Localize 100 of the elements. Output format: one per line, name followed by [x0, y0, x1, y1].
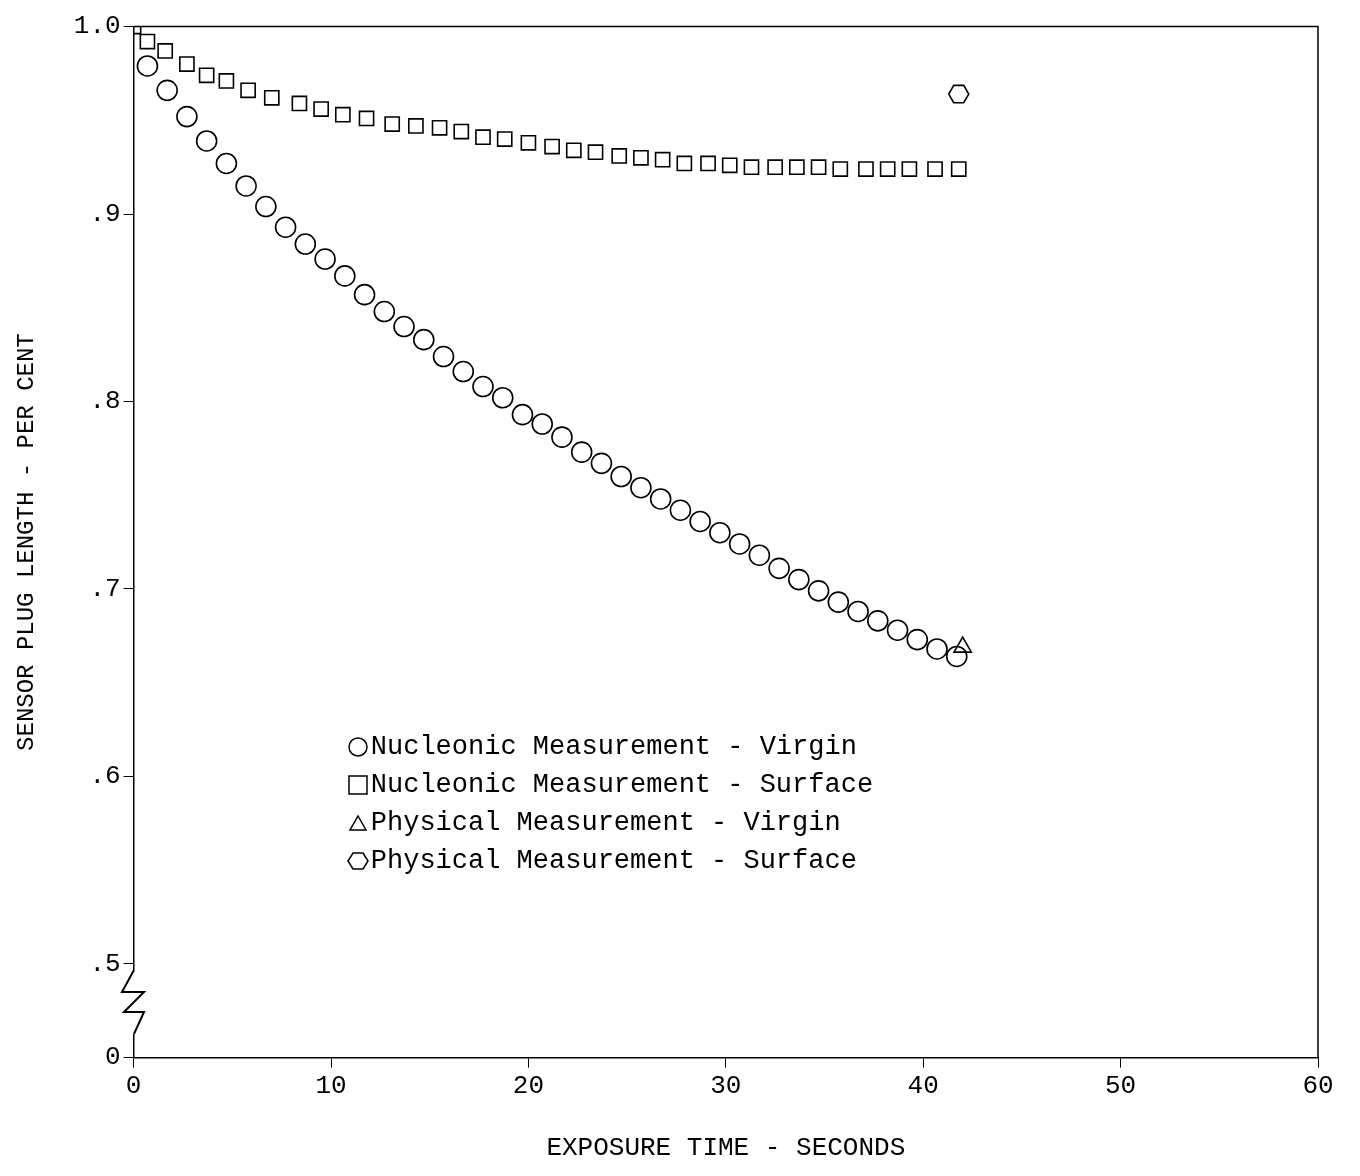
point	[832, 161, 849, 177]
point	[263, 89, 280, 106]
y-tick-label: .7	[89, 573, 121, 604]
point	[291, 95, 308, 112]
point	[590, 452, 613, 475]
point	[408, 118, 424, 134]
point	[728, 533, 751, 555]
point	[950, 161, 967, 177]
y-tick-label: .6	[89, 761, 121, 792]
point	[669, 499, 692, 522]
point	[927, 161, 943, 177]
x-tick-label: 40	[907, 1071, 939, 1102]
point	[721, 157, 738, 174]
x-axis-title: EXPOSURE TIME - SECONDS	[546, 1133, 906, 1164]
point	[947, 84, 970, 104]
y-tick-label: 0	[105, 1042, 121, 1073]
point	[235, 175, 257, 197]
point	[218, 73, 235, 89]
x-tick-label: 30	[710, 1071, 742, 1102]
point	[709, 521, 731, 544]
point	[179, 56, 195, 72]
legend-label: Physical Measurement - Virgin	[370, 807, 841, 838]
x-tick-label: 10	[315, 1071, 347, 1102]
point	[511, 403, 534, 426]
point	[649, 488, 672, 510]
point	[551, 426, 573, 448]
point	[531, 413, 554, 435]
legend-label: Physical Measurement - Surface	[370, 845, 857, 876]
point	[452, 360, 475, 383]
point	[255, 195, 277, 218]
point	[610, 465, 632, 488]
y-tick-label: 1.0	[73, 11, 121, 42]
point	[157, 43, 174, 59]
point	[491, 386, 514, 409]
point	[496, 131, 513, 147]
point	[789, 159, 805, 176]
point	[313, 101, 330, 117]
y-tick-label: .9	[89, 198, 121, 229]
point	[565, 142, 582, 159]
point	[807, 580, 830, 602]
point	[384, 116, 401, 132]
point	[353, 283, 376, 306]
point	[743, 159, 760, 176]
point	[867, 610, 889, 632]
point	[198, 67, 215, 84]
y-axis-title: SENSOR PLUG LENGTH - PER CENT	[12, 333, 40, 751]
x-tick-label: 20	[512, 1071, 545, 1102]
point	[139, 33, 156, 50]
legend-label: Nucleonic Measurement - Surface	[370, 769, 874, 800]
point	[945, 645, 968, 668]
point	[906, 628, 929, 651]
point	[700, 155, 716, 172]
point	[901, 161, 918, 177]
point	[520, 134, 537, 151]
point	[314, 248, 336, 270]
point	[886, 619, 909, 641]
point	[412, 328, 435, 351]
x-tick-label: 0	[125, 1071, 142, 1102]
point	[393, 315, 415, 338]
point	[689, 510, 711, 533]
point	[334, 106, 351, 123]
point	[879, 161, 896, 177]
point	[195, 130, 218, 152]
legend-label: Nucleonic Measurement - Virgin	[370, 731, 857, 762]
point	[926, 638, 948, 660]
point	[431, 119, 448, 136]
point	[788, 568, 810, 591]
x-tick-label: 50	[1104, 1071, 1137, 1102]
point	[767, 159, 784, 176]
point	[472, 375, 494, 398]
point	[156, 79, 178, 102]
point	[611, 148, 628, 164]
point	[334, 265, 356, 287]
point	[827, 591, 850, 613]
point	[676, 155, 693, 172]
point	[748, 544, 771, 567]
y-tick-label: .8	[89, 386, 121, 417]
point	[373, 300, 396, 323]
point	[810, 159, 827, 176]
point	[453, 123, 470, 140]
y-tick-label: .5	[89, 948, 121, 979]
point	[587, 144, 604, 161]
point	[630, 476, 652, 499]
x-tick-label: 60	[1302, 1071, 1334, 1102]
point	[358, 110, 375, 127]
point	[215, 152, 238, 175]
point	[240, 82, 256, 99]
point	[858, 161, 874, 177]
point	[294, 233, 317, 255]
point	[570, 441, 593, 463]
point	[768, 557, 790, 580]
point	[475, 129, 491, 146]
point	[274, 216, 297, 238]
point	[654, 151, 671, 168]
point	[544, 138, 560, 155]
point	[176, 105, 198, 128]
point	[432, 345, 455, 368]
point	[847, 600, 869, 623]
point	[136, 55, 159, 77]
point	[633, 149, 649, 166]
